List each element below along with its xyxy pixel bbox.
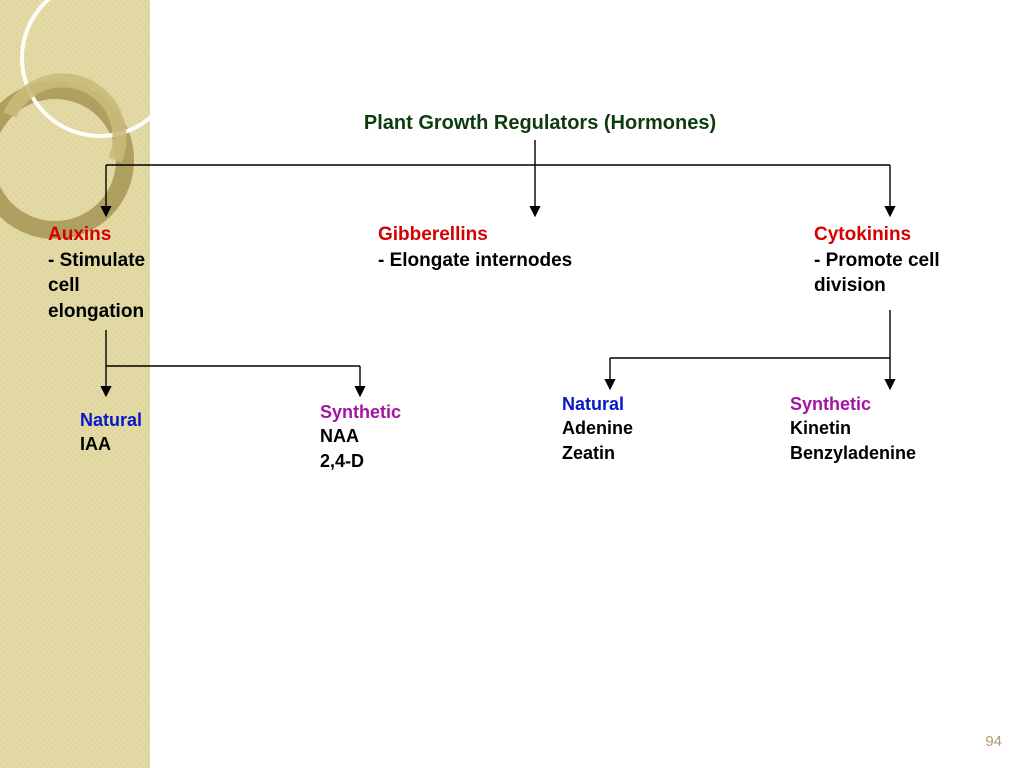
- sub-aux_natural: NaturalIAA: [80, 408, 220, 457]
- category-desc-line: - Elongate internodes: [378, 248, 658, 274]
- category-desc-line: - Promote cell: [814, 248, 1004, 274]
- sub-heading: Synthetic: [320, 400, 460, 424]
- category-heading: Gibberellins: [378, 222, 658, 248]
- category-desc-line: division: [814, 273, 1004, 299]
- sidebar-decoration: [0, 0, 150, 768]
- sub-cyt_natural: NaturalAdenineZeatin: [562, 392, 712, 465]
- sub-aux_synthetic: SyntheticNAA2,4-D: [320, 400, 460, 473]
- sub-heading: Natural: [562, 392, 712, 416]
- sub-item: Zeatin: [562, 441, 712, 465]
- category-heading: Cytokinins: [814, 222, 1004, 248]
- sub-item: Benzyladenine: [790, 441, 990, 465]
- sub-item: Adenine: [562, 416, 712, 440]
- category-desc-line: - Stimulate: [48, 248, 208, 274]
- sub-heading: Natural: [80, 408, 220, 432]
- sub-item: 2,4-D: [320, 449, 460, 473]
- sub-item: Kinetin: [790, 416, 990, 440]
- diagram-title: Plant Growth Regulators (Hormones): [300, 110, 780, 137]
- category-gibberellins: Gibberellins- Elongate internodes: [378, 222, 658, 273]
- category-cytokinins: Cytokinins- Promote celldivision: [814, 222, 1004, 299]
- category-desc-line: cell: [48, 273, 208, 299]
- category-heading: Auxins: [48, 222, 208, 248]
- page-number: 94: [985, 733, 1002, 750]
- sub-item: NAA: [320, 424, 460, 448]
- sub-cyt_synthetic: SyntheticKinetinBenzyladenine: [790, 392, 990, 465]
- category-desc-line: elongation: [48, 299, 208, 325]
- category-auxins: Auxins- Stimulatecellelongation: [48, 222, 208, 325]
- sub-item: IAA: [80, 432, 220, 456]
- sub-heading: Synthetic: [790, 392, 990, 416]
